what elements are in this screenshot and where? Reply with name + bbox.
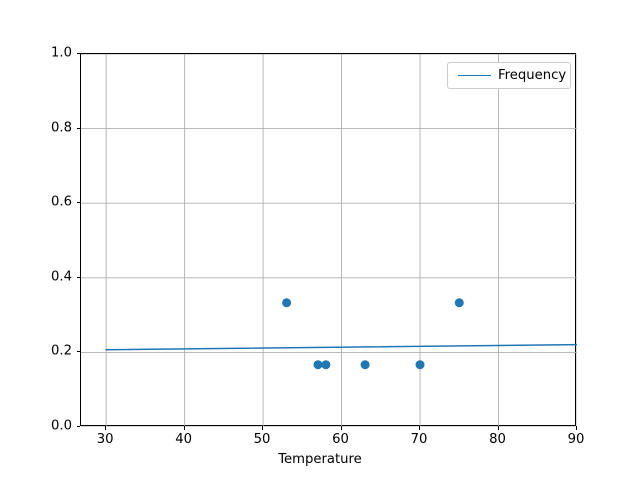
plot-axes <box>80 53 577 427</box>
y-tick-label: 0.2 <box>51 343 72 359</box>
x-tick-mark <box>576 426 578 430</box>
x-tick-mark <box>340 426 342 430</box>
legend-box: Frequency <box>447 62 571 89</box>
scatter-series-observations <box>282 298 464 370</box>
y-tick-mark <box>76 127 80 129</box>
y-tick-mark <box>76 53 80 55</box>
x-tick-mark <box>262 426 264 430</box>
x-tick-label: 70 <box>410 432 428 447</box>
scatter-point <box>321 360 331 370</box>
y-tick-label: 0.6 <box>51 194 72 210</box>
x-tick-label: 30 <box>96 432 114 447</box>
y-tick-mark <box>76 202 80 204</box>
y-tick-mark <box>76 351 80 353</box>
y-tick-mark <box>76 276 80 278</box>
scatter-point <box>282 298 292 308</box>
y-tick-label: 0.4 <box>51 269 72 285</box>
y-tick-label: 1.0 <box>51 45 72 61</box>
x-tick-mark <box>419 426 421 430</box>
y-tick-mark <box>76 426 80 428</box>
x-tick-mark <box>497 426 499 430</box>
y-tick-label: 0.0 <box>51 418 72 434</box>
grid-lines <box>81 54 577 427</box>
x-tick-label: 80 <box>489 432 506 447</box>
legend-label-frequency: Frequency <box>498 68 567 83</box>
scatter-point <box>415 360 425 370</box>
x-axis-label: Temperature <box>278 452 362 467</box>
scatter-point <box>360 360 370 370</box>
x-tick-label: 40 <box>175 432 192 447</box>
x-tick-mark <box>105 426 107 430</box>
x-tick-label: 60 <box>332 432 349 447</box>
y-tick-label: 0.8 <box>51 120 72 136</box>
x-tick-mark <box>183 426 185 430</box>
x-tick-label: 90 <box>567 432 585 447</box>
x-tick-label: 50 <box>253 432 271 447</box>
scatter-point <box>313 360 323 370</box>
scatter-point <box>454 298 464 308</box>
legend-line-swatch-frequency <box>458 75 491 76</box>
line-series-frequency <box>105 343 577 351</box>
plot-area <box>81 54 577 427</box>
